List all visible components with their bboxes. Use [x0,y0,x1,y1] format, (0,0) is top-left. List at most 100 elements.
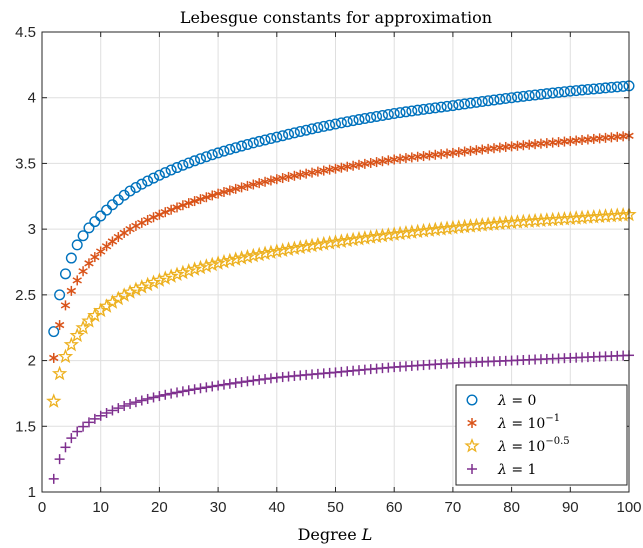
data-point [564,85,576,97]
data-point [583,134,593,145]
data-point [382,108,394,120]
data-point [301,168,311,179]
data-point [207,381,218,392]
data-point [482,95,494,107]
data-point [471,145,482,156]
data-point [124,185,136,197]
data-point [218,145,230,157]
data-point [78,266,88,277]
data-point [165,164,177,176]
data-point [95,210,107,222]
data-point [106,199,118,211]
data-point [142,393,153,404]
data-point [107,405,118,416]
data-point [594,133,605,144]
data-point [66,285,77,296]
y-tick-label: 4.5 [15,24,36,41]
x-axis-label-prefix: Degree [298,525,362,544]
data-point [611,81,623,93]
data-point [406,105,418,117]
data-point [101,407,112,418]
data-point [95,246,106,257]
data-point [54,289,66,301]
data-point [266,175,276,186]
data-point [78,421,89,432]
data-point [206,149,218,161]
data-point [166,388,177,399]
data-point [137,217,147,228]
data-point [347,115,359,127]
data-point [494,93,506,105]
data-point [348,160,358,171]
data-point [451,219,467,234]
data-point [606,132,617,143]
data-point [128,281,144,297]
data-point [60,442,71,453]
data-point [48,326,60,338]
data-point [483,143,493,154]
y-tick-label: 2 [28,353,36,370]
data-point [175,264,191,280]
data-point [242,180,253,191]
data-point [477,144,487,155]
data-point [283,128,295,140]
x-axis-label-variable: L [361,525,373,544]
y-tick-label: 1.5 [15,418,36,435]
data-point [307,167,317,178]
data-point [330,118,342,130]
data-point [46,393,62,408]
data-point [242,376,253,387]
x-tick-label: 30 [210,499,227,516]
data-point [357,230,373,245]
data-point [535,88,547,100]
legend-entry: λ = 10−1 [497,413,560,432]
data-point [236,140,248,152]
data-point [253,135,265,147]
data-point [523,90,535,102]
data-point [342,161,352,172]
data-point [189,155,201,167]
data-point [160,389,171,400]
data-point [617,80,629,92]
data-point [201,382,212,393]
data-point [612,131,622,142]
data-point [530,139,540,150]
data-point [171,162,183,174]
data-point [295,169,305,180]
data-point [589,133,599,144]
data-point [189,196,200,207]
data-point [251,246,267,262]
legend-marker [464,437,480,453]
data-point [410,223,426,239]
data-point [271,131,283,143]
legend-entry: λ = 1 [497,462,536,478]
data-point [489,143,499,154]
data-point [54,454,65,465]
data-point [529,89,541,101]
data-point [280,241,297,256]
data-point [48,473,59,484]
data-point [400,106,412,118]
data-point [456,218,473,234]
data-point [359,113,371,125]
data-point [101,241,112,252]
data-point [218,379,229,390]
data-point [65,252,77,264]
data-point [542,138,552,149]
data-point [95,410,106,421]
data-point [130,181,142,193]
data-point [259,134,271,146]
data-point [430,149,440,160]
data-point [277,173,288,184]
data-point [412,104,424,116]
data-point [51,365,68,381]
data-point [462,218,479,233]
data-point [178,200,188,211]
data-point [269,243,285,259]
data-point [429,102,441,114]
x-tick-label: 10 [92,499,109,516]
data-point [98,298,115,313]
legend-entry: λ = 10−0.5 [497,436,570,455]
data-point [260,176,270,187]
data-point [418,151,429,162]
